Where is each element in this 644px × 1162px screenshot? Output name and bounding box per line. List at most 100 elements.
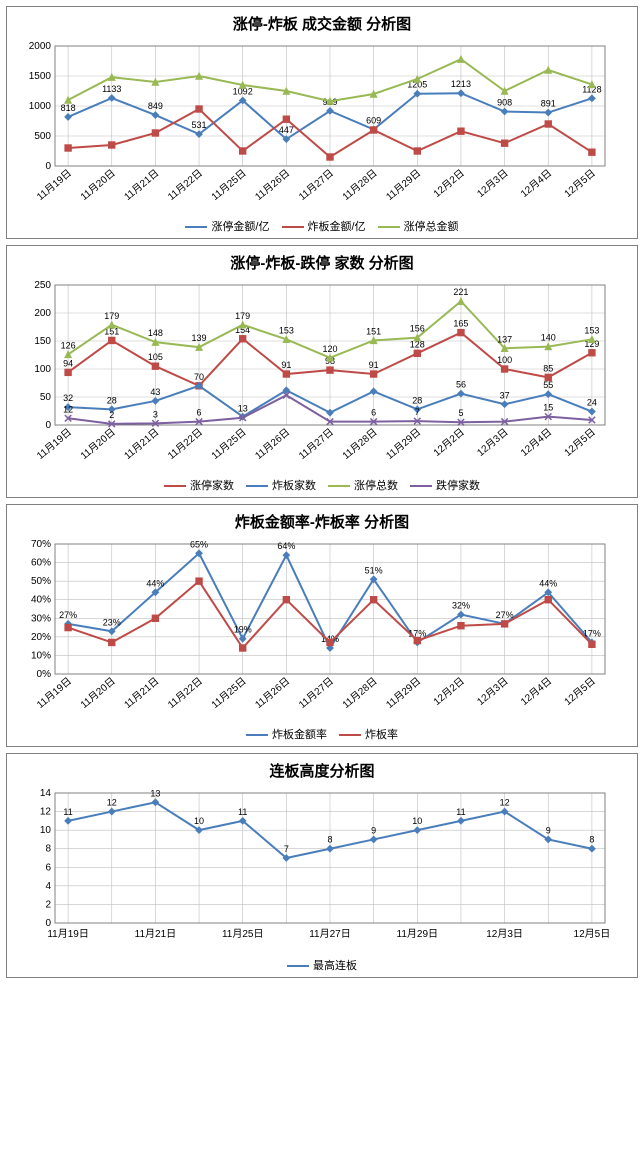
svg-text:28: 28 [412,395,422,405]
chart-height-analysis: 连板高度分析图 0246810121411月19日11月21日11月25日11月… [6,753,638,978]
svg-text:14: 14 [40,788,52,799]
legend-swatch [328,485,350,487]
chart2-plot: 05010015020025011月19日11月20日11月21日11月22日1… [15,279,615,473]
svg-text:105: 105 [148,352,163,362]
svg-text:12月3日: 12月3日 [475,167,511,200]
svg-text:11月21日: 11月21日 [122,167,162,203]
svg-text:891: 891 [541,99,556,109]
legend-label: 炸板家数 [272,480,316,492]
chart2-legend: 涨停家数 炸板家数涨停总数 跌停家数 [15,477,629,493]
svg-text:12: 12 [107,798,117,808]
svg-text:153: 153 [279,325,294,335]
svg-text:11月21日: 11月21日 [122,426,162,462]
svg-text:100: 100 [497,355,512,365]
legend-swatch [378,226,400,228]
svg-text:55: 55 [543,380,553,390]
legend-label: 涨停家数 [190,480,234,492]
svg-text:30%: 30% [31,613,51,624]
svg-text:12月5日: 12月5日 [562,675,598,708]
svg-text:500: 500 [34,131,51,142]
svg-text:11月22日: 11月22日 [165,167,205,203]
svg-text:7: 7 [415,407,420,417]
svg-text:10%: 10% [31,650,51,661]
svg-text:148: 148 [148,328,163,338]
chart4-legend: 最高连板 [15,957,629,973]
svg-text:179: 179 [104,311,119,321]
svg-text:818: 818 [61,103,76,113]
legend-item: 炸板金额/亿 [282,218,366,234]
svg-text:250: 250 [34,280,51,291]
svg-text:5: 5 [458,408,463,418]
legend-item: 跌停家数 [410,477,480,493]
chart-rate-analysis: 炸板金额率-炸板率 分析图 0%10%20%30%40%50%60%70%11月… [6,504,638,747]
svg-text:11: 11 [456,807,465,817]
chart-amount-analysis: 涨停-炸板 成交金额 分析图 050010001500200011月19日11月… [6,6,638,239]
svg-text:60%: 60% [31,558,51,569]
legend-swatch [282,226,304,228]
svg-text:10: 10 [40,825,52,836]
svg-text:140: 140 [541,333,556,343]
legend-label: 最高连板 [313,960,357,972]
chart4-title: 连板高度分析图 [15,760,629,781]
svg-text:2: 2 [45,899,51,910]
svg-text:11月22日: 11月22日 [165,426,205,462]
svg-text:10: 10 [412,816,422,826]
svg-text:11: 11 [63,807,72,817]
svg-text:6: 6 [197,408,202,418]
legend-label: 炸板率 [365,729,398,741]
legend-swatch [287,965,309,967]
svg-text:51%: 51% [365,565,383,575]
chart3-plot: 0%10%20%30%40%50%60%70%11月19日11月20日11月21… [15,538,615,722]
svg-text:11月25日: 11月25日 [209,167,249,203]
svg-text:120: 120 [322,344,337,354]
svg-text:447: 447 [279,125,294,135]
legend-label: 跌停家数 [436,480,480,492]
svg-text:44%: 44% [146,578,164,588]
svg-text:11月22日: 11月22日 [165,675,205,711]
legend-item: 涨停总数 [328,477,398,493]
svg-text:609: 609 [366,115,381,125]
svg-text:12月5日: 12月5日 [562,426,598,459]
legend-label: 炸板金额/亿 [308,221,366,233]
svg-text:156: 156 [410,324,425,334]
svg-text:7: 7 [284,844,289,854]
svg-text:12月3日: 12月3日 [475,426,511,459]
svg-text:32: 32 [63,393,73,403]
svg-text:9: 9 [546,825,551,835]
svg-text:11月25日: 11月25日 [222,928,264,940]
svg-text:908: 908 [497,98,512,108]
legend-swatch [185,226,207,228]
svg-text:11月19日: 11月19日 [35,675,75,711]
svg-text:11月26日: 11月26日 [253,675,293,711]
legend-item: 炸板率 [339,726,398,742]
chart3-title: 炸板金额率-炸板率 分析图 [15,511,629,532]
svg-text:11月20日: 11月20日 [78,675,118,711]
svg-text:100: 100 [34,364,51,375]
legend-item: 涨停金额/亿 [185,218,269,234]
svg-text:32%: 32% [452,601,470,611]
svg-text:11月19日: 11月19日 [35,426,75,462]
svg-text:12月5日: 12月5日 [574,928,611,940]
svg-text:2: 2 [109,410,114,420]
legend-label: 涨停金额/亿 [211,221,269,233]
chart2-title: 涨停-炸板-跌停 家数 分析图 [15,252,629,273]
svg-text:0: 0 [45,420,51,431]
svg-text:40%: 40% [31,595,51,606]
svg-text:8: 8 [327,835,332,845]
svg-text:4: 4 [45,881,51,892]
svg-text:11月29日: 11月29日 [397,928,439,940]
legend-swatch [246,734,268,736]
chart1-title: 涨停-炸板 成交金额 分析图 [15,13,629,34]
svg-text:11月19日: 11月19日 [47,928,89,940]
svg-text:153: 153 [584,325,599,335]
svg-text:43: 43 [150,387,160,397]
legend-swatch [410,485,432,487]
svg-text:10: 10 [194,816,204,826]
svg-text:12月4日: 12月4日 [518,167,554,200]
legend-swatch [246,485,268,487]
svg-text:165: 165 [453,319,468,329]
svg-text:9: 9 [371,825,376,835]
svg-text:11月20日: 11月20日 [78,167,118,203]
svg-text:3: 3 [153,409,158,419]
svg-text:64%: 64% [277,541,295,551]
